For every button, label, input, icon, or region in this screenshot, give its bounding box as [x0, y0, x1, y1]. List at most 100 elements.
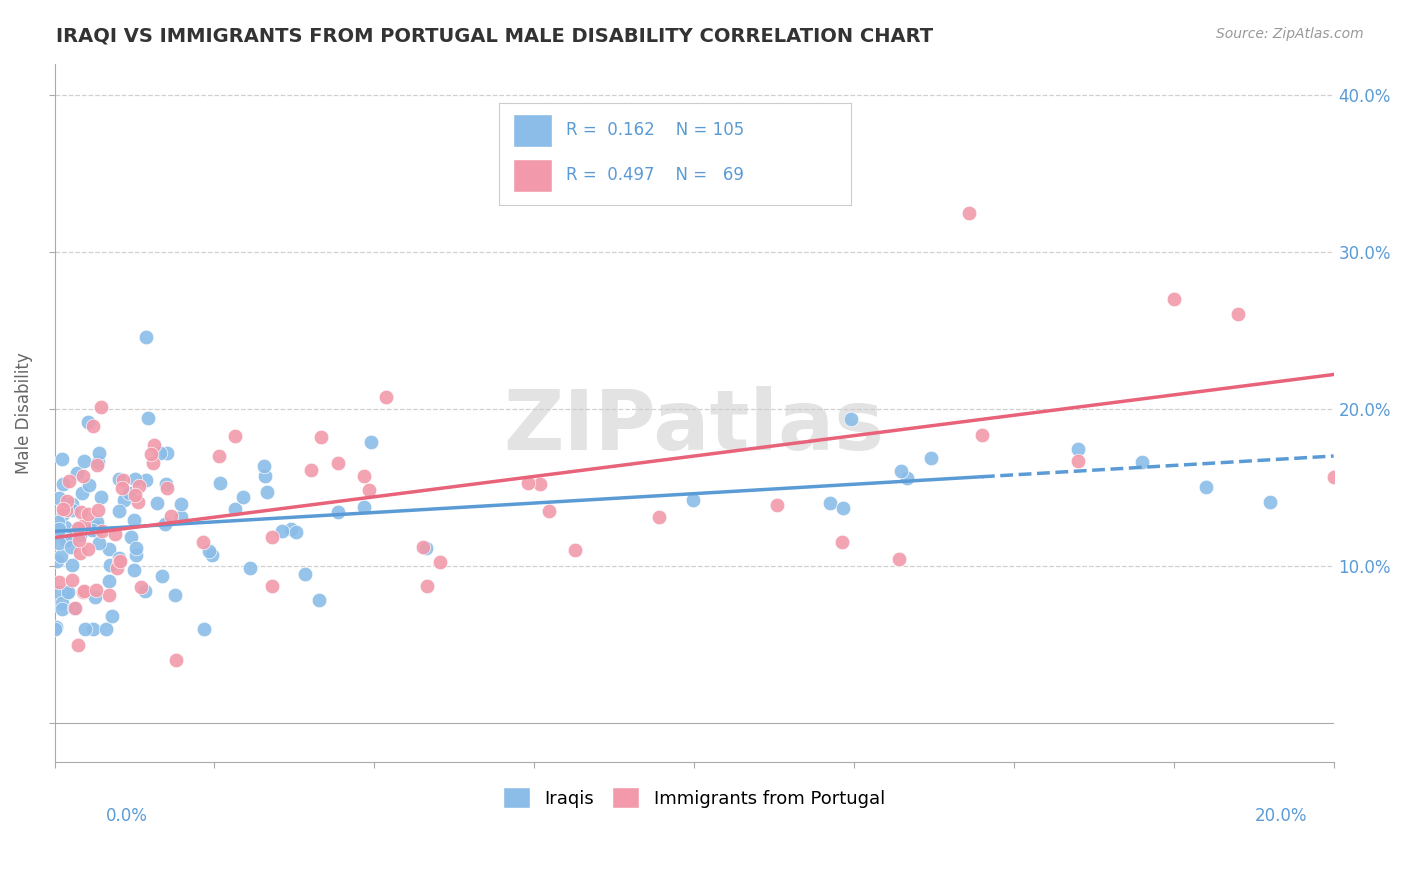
Point [163, 588, 186, 602]
Point [294, 567, 316, 582]
Point [564, 543, 586, 558]
Point [299, 463, 322, 477]
Point [108, 555, 131, 569]
Point [120, 530, 142, 544]
Point [160, 509, 183, 524]
Point [357, 483, 380, 497]
Point [209, 476, 232, 491]
Point [70, 504, 93, 518]
Point [66, 466, 89, 480]
Point [82, 418, 104, 433]
Point [118, 486, 141, 500]
Bar [513, 114, 551, 146]
Point [60, 502, 83, 516]
Point [46, 554, 69, 568]
Point [83, 591, 105, 605]
Point [308, 593, 330, 607]
Point [134, 583, 156, 598]
Point [1163, 292, 1185, 306]
Point [59, 540, 82, 554]
Point [76, 508, 98, 522]
Point [165, 653, 187, 667]
Point [260, 579, 283, 593]
Point [326, 505, 349, 519]
Point [48, 522, 70, 536]
Point [46, 516, 69, 530]
Point [90, 400, 112, 414]
Point [1067, 453, 1090, 467]
Point [104, 526, 127, 541]
Point [72, 469, 94, 483]
Point [887, 551, 910, 566]
Bar [513, 159, 551, 192]
Point [90, 524, 112, 538]
Point [97, 574, 120, 588]
Point [1226, 307, 1249, 321]
Point [141, 447, 163, 461]
Point [87, 454, 110, 468]
Point [150, 568, 173, 582]
Point [416, 579, 439, 593]
Point [82, 523, 104, 537]
Point [375, 390, 398, 404]
Point [232, 490, 254, 504]
Point [353, 500, 375, 515]
Point [839, 412, 862, 426]
Point [60, 573, 83, 587]
Point [149, 446, 172, 460]
Text: Source: ZipAtlas.com: Source: ZipAtlas.com [1216, 27, 1364, 41]
Point [69, 521, 91, 535]
Point [124, 488, 146, 502]
Legend: Iraqis, Immigrants from Portugal: Iraqis, Immigrants from Portugal [496, 780, 893, 815]
Point [122, 563, 145, 577]
Point [44, 622, 66, 636]
Point [360, 434, 382, 449]
Point [77, 542, 100, 557]
Point [77, 415, 100, 429]
Point [353, 469, 375, 483]
Point [135, 473, 157, 487]
Point [142, 438, 165, 452]
Point [86, 458, 108, 473]
Point [87, 536, 110, 550]
Point [77, 478, 100, 492]
Point [101, 609, 124, 624]
Point [98, 542, 121, 557]
Point [122, 513, 145, 527]
Point [326, 456, 349, 470]
Point [51, 452, 73, 467]
Point [201, 548, 224, 562]
Point [415, 541, 437, 555]
Point [108, 503, 131, 517]
Point [224, 501, 246, 516]
Point [97, 588, 120, 602]
Point [48, 574, 70, 589]
Point [46, 520, 69, 534]
Point [256, 485, 278, 500]
Text: 20.0%: 20.0% [1256, 807, 1308, 825]
Point [110, 481, 132, 495]
Point [1323, 470, 1346, 484]
Point [516, 475, 538, 490]
Point [72, 486, 94, 500]
Point [46, 525, 69, 540]
Point [831, 535, 853, 549]
Point [412, 541, 434, 555]
Point [108, 472, 131, 486]
Point [254, 469, 277, 483]
Point [62, 600, 84, 615]
Point [55, 503, 77, 517]
Point [84, 523, 107, 537]
Point [260, 530, 283, 544]
Point [46, 519, 69, 533]
Point [253, 459, 276, 474]
Point [145, 496, 167, 510]
Point [60, 558, 83, 573]
Point [55, 519, 77, 533]
Point [1130, 455, 1153, 469]
Point [52, 502, 75, 516]
Text: R =  0.497    N =   69: R = 0.497 N = 69 [565, 167, 744, 185]
Point [73, 622, 96, 636]
Point [920, 450, 942, 465]
Point [820, 496, 842, 510]
